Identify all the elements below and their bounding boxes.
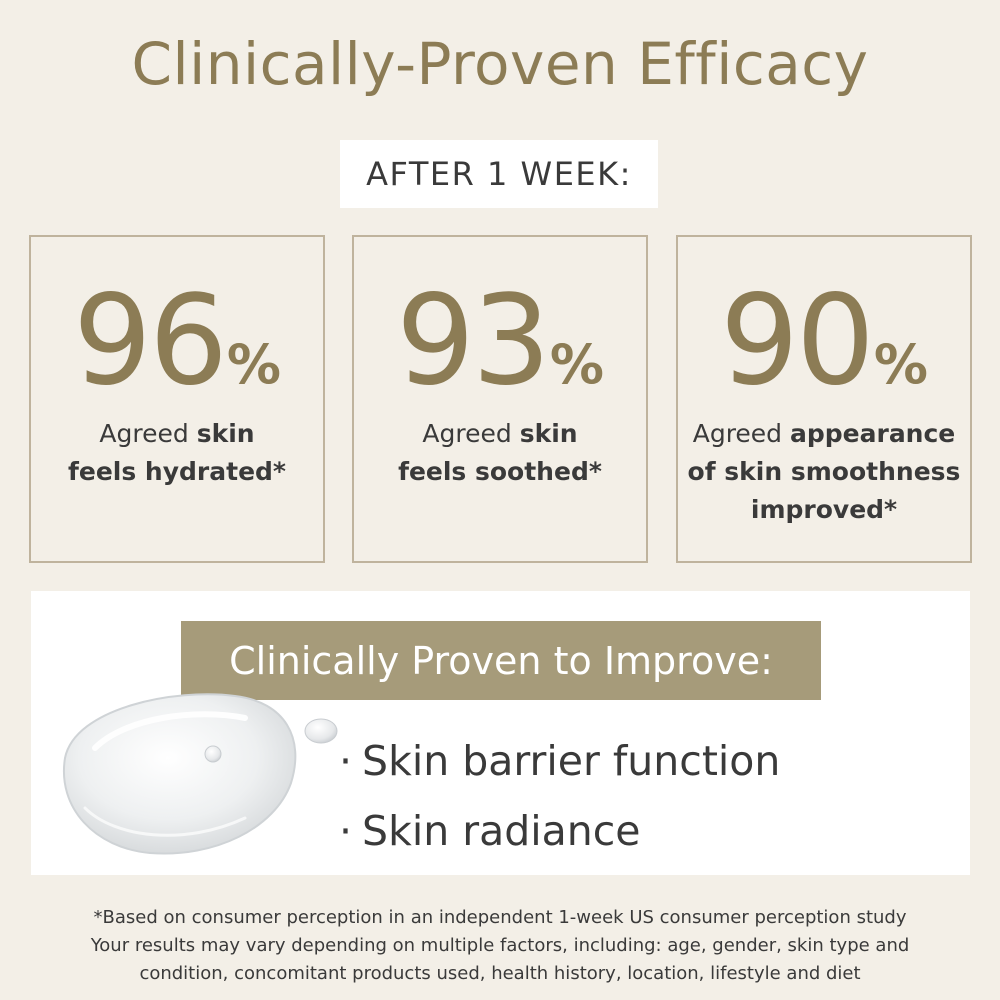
list-item: · Skin barrier function — [339, 726, 780, 796]
stat-value: 90% — [678, 279, 970, 403]
timeframe-label: AFTER 1 WEEK: — [366, 155, 632, 193]
stat-value: 93% — [354, 279, 646, 403]
stat-card-smoothness: 90% Agreed appearance of skin smoothness… — [676, 235, 972, 563]
stat-desc-regular: Agreed — [692, 419, 790, 448]
disclaimer: *Based on consumer perception in an inde… — [0, 904, 1000, 988]
stat-unit: % — [873, 333, 928, 396]
improvements-banner: Clinically Proven to Improve: — [181, 621, 821, 700]
page-title: Clinically-Proven Efficacy — [131, 30, 869, 98]
stat-description: Agreed skin feels hydrated* — [37, 415, 317, 491]
stat-desc-bold: skin — [519, 419, 578, 448]
list-item: · Skin radiance — [339, 796, 780, 866]
stat-unit: % — [549, 333, 604, 396]
stat-desc-bold: skin — [196, 419, 255, 448]
stat-desc-bold: improved* — [750, 495, 898, 524]
stat-number: 90 — [720, 269, 875, 413]
stat-number: 96 — [73, 269, 228, 413]
stat-description: Agreed appearance of skin smoothness imp… — [684, 415, 964, 529]
stat-number: 93 — [396, 269, 551, 413]
stat-desc-regular: Agreed — [422, 419, 520, 448]
bullet: · — [339, 737, 353, 785]
stat-desc-bold: appearance — [790, 419, 956, 448]
stat-unit: % — [226, 333, 281, 396]
stat-desc-bold: feels hydrated* — [67, 457, 286, 486]
disclaimer-line: Your results may vary depending on multi… — [90, 935, 910, 956]
timeframe-badge: AFTER 1 WEEK: — [340, 140, 658, 208]
stat-card-soothed: 93% Agreed skin feels soothed* — [352, 235, 648, 563]
improvements-panel: Clinically Proven to Improve: — [31, 591, 970, 875]
benefit-text: Skin barrier function — [362, 737, 781, 785]
bullet: · — [339, 807, 353, 855]
benefit-text: Skin radiance — [362, 807, 641, 855]
gel-droplet-icon — [62, 693, 338, 855]
improvements-heading: Clinically Proven to Improve: — [229, 638, 773, 683]
stat-desc-bold: feels soothed* — [398, 457, 602, 486]
stat-desc-bold: of skin smoothness — [687, 457, 961, 486]
stat-description: Agreed skin feels soothed* — [360, 415, 640, 491]
stat-card-hydrated: 96% Agreed skin feels hydrated* — [29, 235, 325, 563]
benefit-list: · Skin barrier function · Skin radiance — [339, 726, 780, 866]
stat-desc-regular: Agreed — [99, 419, 197, 448]
disclaimer-line: *Based on consumer perception in an inde… — [93, 907, 907, 928]
disclaimer-line: condition, concomitant products used, he… — [139, 963, 861, 984]
stat-value: 96% — [31, 279, 323, 403]
